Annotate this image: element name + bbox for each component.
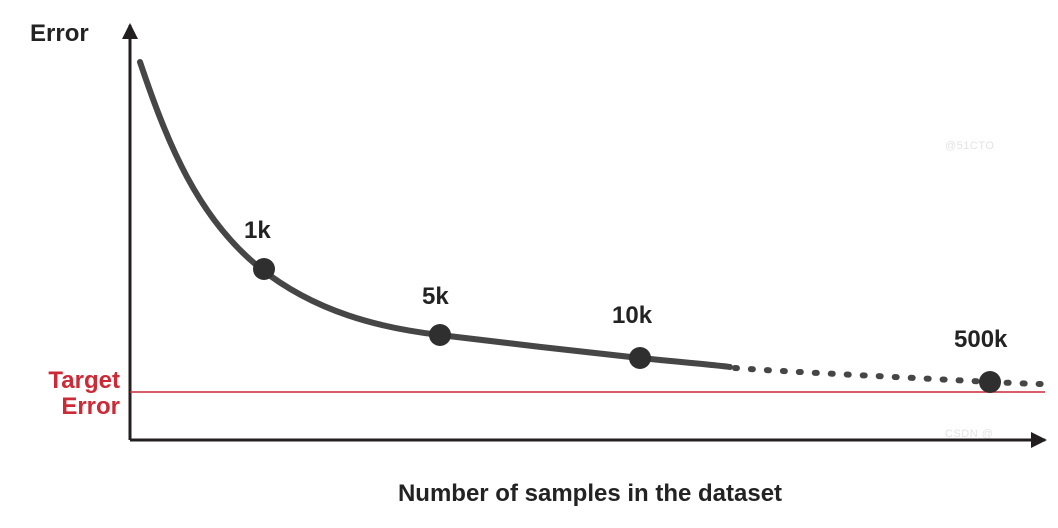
target-label-line1: Target — [48, 367, 120, 394]
point-label-1k: 1k — [244, 217, 271, 245]
y-axis-label: Error — [30, 20, 89, 48]
learning-curve-chart: Error Target Error Number of samples in … — [0, 0, 1058, 528]
point-label-500k: 500k — [954, 326, 1007, 354]
x-axis-label: Number of samples in the dataset — [330, 480, 850, 508]
target-error-label: Target Error — [8, 368, 120, 421]
chart-svg — [0, 0, 1058, 528]
watermark: CSDN @ — [945, 428, 993, 440]
watermark: @51CTO — [945, 140, 994, 152]
point-label-5k: 5k — [422, 283, 449, 311]
target-label-line2: Error — [61, 393, 120, 420]
point-label-10k: 10k — [612, 302, 652, 330]
